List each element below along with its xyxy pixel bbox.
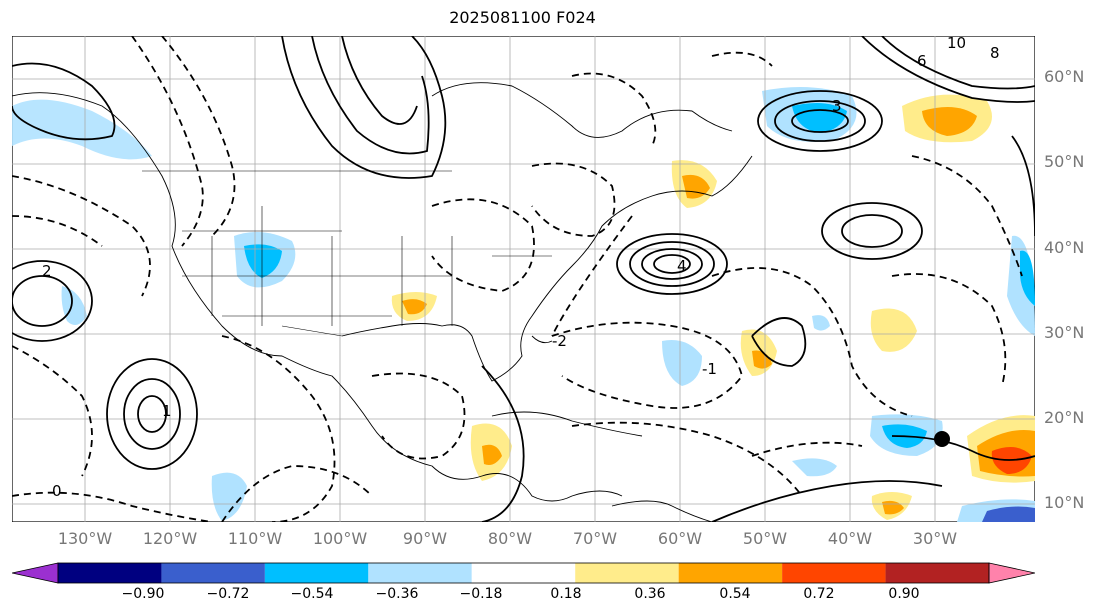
lon-label-50w: 50°W — [742, 529, 788, 548]
weather-map: 0 2 1 -2 -1 3 4 6 8 10 — [12, 36, 1035, 522]
colorbar-cell — [161, 563, 265, 583]
colorbar-tick: −0.90 — [121, 586, 165, 602]
colorbar-cell — [368, 563, 472, 583]
lat-label-60n: 60°N — [1044, 67, 1085, 86]
colorbar-tick: 0.90 — [888, 586, 920, 602]
political-borders — [142, 170, 552, 337]
lat-label-30n: 30°N — [1044, 323, 1085, 342]
blue-fill-mid — [662, 340, 702, 386]
orange-fill-mid-atl — [752, 350, 772, 369]
colorbar-cell — [678, 563, 783, 583]
yellow-fill-east-atl — [870, 308, 917, 352]
dashed-contours — [12, 36, 1023, 522]
storm-marker — [934, 431, 950, 447]
lon-label-70w: 70°W — [572, 529, 618, 548]
lon-label-120w: 120°W — [142, 529, 198, 548]
colorbar-frame — [57, 562, 990, 584]
lon-label-80w: 80°W — [487, 529, 533, 548]
lon-label-100w: 100°W — [312, 529, 368, 548]
colorbar-tick: 0.54 — [719, 586, 751, 602]
orange-fill-atlantic-ne — [922, 107, 977, 136]
lon-label-90w: 90°W — [402, 529, 448, 548]
blue-fill-alaska — [12, 99, 152, 160]
contour-label: 1 — [162, 402, 172, 420]
blue-fill-pacific — [61, 286, 87, 325]
solid-contours — [12, 36, 1035, 522]
contour-label-group: 0 2 1 -2 -1 3 4 6 8 10 — [42, 36, 1000, 500]
contour-label: 0 — [52, 482, 62, 500]
coastlines — [12, 82, 753, 522]
colorbar-cell — [575, 563, 679, 583]
colorbar-tick: 0.36 — [634, 586, 666, 602]
lat-label-10n: 10°N — [1044, 493, 1085, 512]
colorbar-tick: −0.72 — [206, 586, 250, 602]
lon-label-110w: 110°W — [227, 529, 283, 548]
contour-label: -1 — [702, 360, 717, 378]
orange-fill-newfoundland — [682, 174, 710, 199]
lat-label-20n: 20°N — [1044, 408, 1085, 427]
contour-label: 2 — [42, 262, 52, 280]
contour-label: 3 — [832, 97, 842, 115]
contour-label: 4 — [677, 257, 687, 275]
colorbar-extend-high — [988, 562, 1035, 584]
contour-label: 10 — [947, 36, 966, 52]
lat-lon-grid — [12, 36, 1035, 522]
blue-fill-small-1 — [792, 458, 837, 477]
blue-fill-se-core — [982, 506, 1035, 522]
colorbar-cell — [471, 563, 576, 583]
colorbar-cell — [885, 563, 989, 583]
colorbar-tick: −0.36 — [375, 586, 419, 602]
colorbar — [12, 562, 1035, 584]
contour-label: 8 — [990, 44, 1000, 62]
colorbar-cell — [782, 563, 886, 583]
colorbar-extend-low — [12, 562, 59, 584]
contour-label: -2 — [552, 332, 567, 350]
lon-label-130w: 130°W — [57, 529, 113, 548]
blue-fill-east-core — [1020, 250, 1035, 306]
lat-label-50n: 50°N — [1044, 152, 1085, 171]
lon-label-60w: 60°W — [657, 529, 703, 548]
lon-label-30w: 30°W — [912, 529, 958, 548]
map-title: 2025081100 F024 — [449, 8, 596, 27]
blue-fill-south — [211, 472, 247, 521]
colorbar-cell — [58, 563, 162, 583]
contour-label: 6 — [917, 52, 927, 70]
lat-label-40n: 40°N — [1044, 238, 1085, 257]
colorbar-cell — [264, 563, 369, 583]
orange-fill-gulf — [402, 299, 427, 315]
blue-fill-small-2 — [812, 315, 830, 331]
colorbar-tick: 0.72 — [803, 586, 835, 602]
colorbar-tick: −0.18 — [459, 586, 503, 602]
lon-label-40w: 40°W — [827, 529, 873, 548]
colorbar-tick: 0.18 — [550, 586, 582, 602]
orange-fill-caribbean — [482, 444, 502, 465]
colorbar-tick: −0.54 — [290, 586, 334, 602]
blue-fill-west-us-core — [244, 244, 282, 278]
